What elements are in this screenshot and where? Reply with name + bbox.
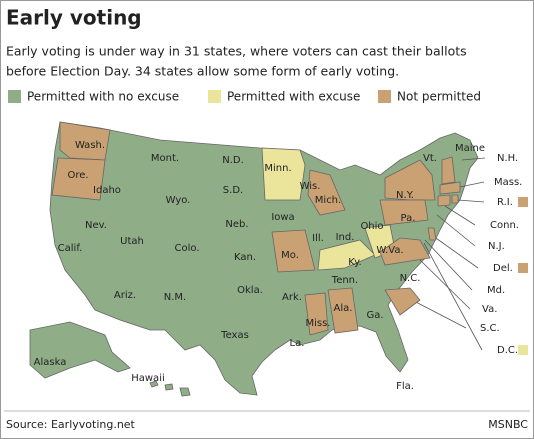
title: Early voting xyxy=(6,6,142,30)
subtitle-line: Early voting is under way in 31 states, … xyxy=(6,44,467,59)
leader-line xyxy=(461,157,486,161)
state-shape xyxy=(379,199,429,226)
leader-line xyxy=(417,257,471,310)
state-label: Neb. xyxy=(225,219,248,230)
state-label: Ill. xyxy=(312,233,324,244)
leader-line xyxy=(424,239,473,291)
legend-swatch xyxy=(8,90,21,103)
state-label: Calif. xyxy=(58,243,83,254)
hawaii-land xyxy=(149,380,191,397)
leader-line xyxy=(436,214,476,247)
state-label: La. xyxy=(290,338,305,349)
leader-line xyxy=(444,205,476,226)
state-label: Idaho xyxy=(93,185,121,196)
state-label: Okla. xyxy=(237,285,263,296)
state-label: Pa. xyxy=(401,213,416,224)
legend-label: Permitted with no excuse xyxy=(27,90,179,104)
state-label: Nev. xyxy=(85,220,107,231)
state-label: Mass. xyxy=(494,177,522,188)
state-shape xyxy=(271,229,316,273)
state-shape xyxy=(307,169,346,216)
state-shape xyxy=(384,159,436,201)
leader-line xyxy=(411,299,467,329)
state-swatch xyxy=(518,345,528,355)
state-label: Ariz. xyxy=(114,290,136,301)
state-shape xyxy=(379,237,431,266)
legend-swatch xyxy=(378,90,391,103)
state-label: Fla. xyxy=(396,381,414,392)
state-label: Colo. xyxy=(175,243,200,254)
state-label: N.H. xyxy=(497,153,518,164)
leader-line xyxy=(423,242,483,351)
state-label: Iowa xyxy=(271,212,294,223)
state-label: N.Y. xyxy=(396,190,414,201)
state-label: Ark. xyxy=(282,292,302,303)
legend-label: Not permitted xyxy=(397,90,481,104)
state-shape xyxy=(304,292,329,336)
state-label: Md. xyxy=(487,285,505,296)
state-label: Va. xyxy=(482,304,497,315)
state-label: Wis. xyxy=(300,181,321,192)
state-label: Vt. xyxy=(423,153,437,164)
state-label: Mo. xyxy=(281,250,299,261)
leader-line xyxy=(457,199,485,203)
state-label: Minn. xyxy=(264,163,291,174)
us-land xyxy=(49,121,479,396)
subtitle-line: before Election Day. 34 states allow som… xyxy=(6,64,399,79)
state-label: Hawaii xyxy=(131,373,165,384)
state-shape xyxy=(327,287,359,334)
state-shape xyxy=(261,147,306,201)
state-label: Ga. xyxy=(366,310,383,321)
state-shape xyxy=(384,287,421,316)
state-shape xyxy=(317,239,376,271)
state-shape xyxy=(427,227,437,241)
state-label: Utah xyxy=(120,236,144,247)
state-label: N.M. xyxy=(164,292,186,303)
state-label: Alaska xyxy=(34,357,67,368)
state-swatch xyxy=(518,197,528,207)
state-label: N.C. xyxy=(400,273,421,284)
leader-line xyxy=(432,235,479,269)
state-label: S.C. xyxy=(480,323,500,334)
state-label: D.C. xyxy=(497,345,518,356)
state-swatch xyxy=(518,263,528,273)
state-label: Mont. xyxy=(151,153,179,164)
source: Source: Earlyvoting.net xyxy=(6,418,136,431)
state-label: Ore. xyxy=(67,170,88,181)
state-label: W.Va. xyxy=(376,245,403,256)
legend-swatch xyxy=(208,90,221,103)
state-shape xyxy=(51,157,106,201)
state-label: Maine xyxy=(455,143,485,154)
state-label: Ohio xyxy=(360,221,383,232)
state-label: Wash. xyxy=(75,140,105,151)
state-shape xyxy=(451,194,459,204)
credit: MSNBC xyxy=(488,418,528,431)
alaska-land xyxy=(29,321,131,379)
state-label: Miss. xyxy=(305,318,330,329)
state-label: Texas xyxy=(220,330,249,341)
state-label: R.I. xyxy=(497,197,513,208)
leader-lines xyxy=(411,157,486,351)
state-label: Del. xyxy=(493,263,513,274)
state-shape xyxy=(441,156,456,185)
state-label: S.D. xyxy=(223,185,243,196)
state-shape xyxy=(439,181,461,195)
state-label: Ky. xyxy=(348,257,362,268)
legend-label: Permitted with excuse xyxy=(227,90,360,104)
state-label: Mich. xyxy=(315,195,341,206)
state-label: N.D. xyxy=(222,155,244,166)
state-label: Kan. xyxy=(234,252,256,263)
state-label: Wyo. xyxy=(166,195,191,206)
state-label: N.J. xyxy=(488,241,505,252)
state-label: Ind. xyxy=(336,232,355,243)
state-label: Ala. xyxy=(334,303,353,314)
state-label: Conn. xyxy=(490,220,519,231)
state-label: Tenn. xyxy=(331,275,358,286)
us-map: Idaho Mont. N.D. S.D. Wyo. Nev. Utah Colo. Neb. K… xyxy=(29,121,528,397)
state-shape xyxy=(437,194,451,207)
